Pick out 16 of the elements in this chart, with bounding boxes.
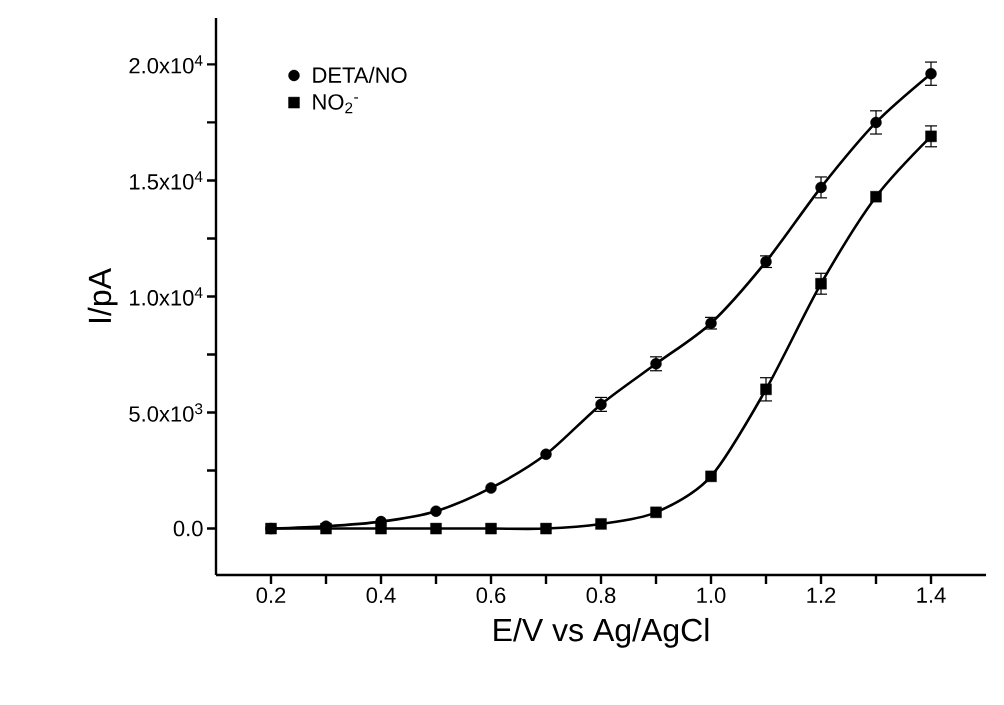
y-tick-label: 1.5x10$^{4}$ bbox=[130, 171, 203, 190]
y-tick-label: 1.0x10$^{4}$ bbox=[130, 287, 203, 306]
x-tick-label: 0.4 bbox=[366, 587, 396, 604]
legend-label: NO$_{2}$- bbox=[313, 94, 358, 114]
y-tick-label: 5.0x10$^{3}$ bbox=[129, 403, 203, 422]
x-tick-label: 1.2 bbox=[807, 587, 836, 603]
x-tick-label: 0.8 bbox=[586, 587, 616, 604]
y-tick-label: 2.0x10$^{4}$ bbox=[129, 55, 203, 74]
x-tick-label: 1.0 bbox=[697, 587, 726, 604]
x-tick-label: 0.6 bbox=[476, 587, 506, 604]
x-axis-title: E/V vs Ag/AgCl bbox=[494, 617, 709, 648]
y-tick-label: 0.0 bbox=[173, 520, 203, 537]
legend-label: DETA/NO bbox=[313, 66, 407, 83]
x-tick-label: 0.2 bbox=[256, 587, 286, 604]
x-tick-label: 1.4 bbox=[917, 587, 946, 603]
y-axis-title: I/pA bbox=[87, 268, 118, 322]
